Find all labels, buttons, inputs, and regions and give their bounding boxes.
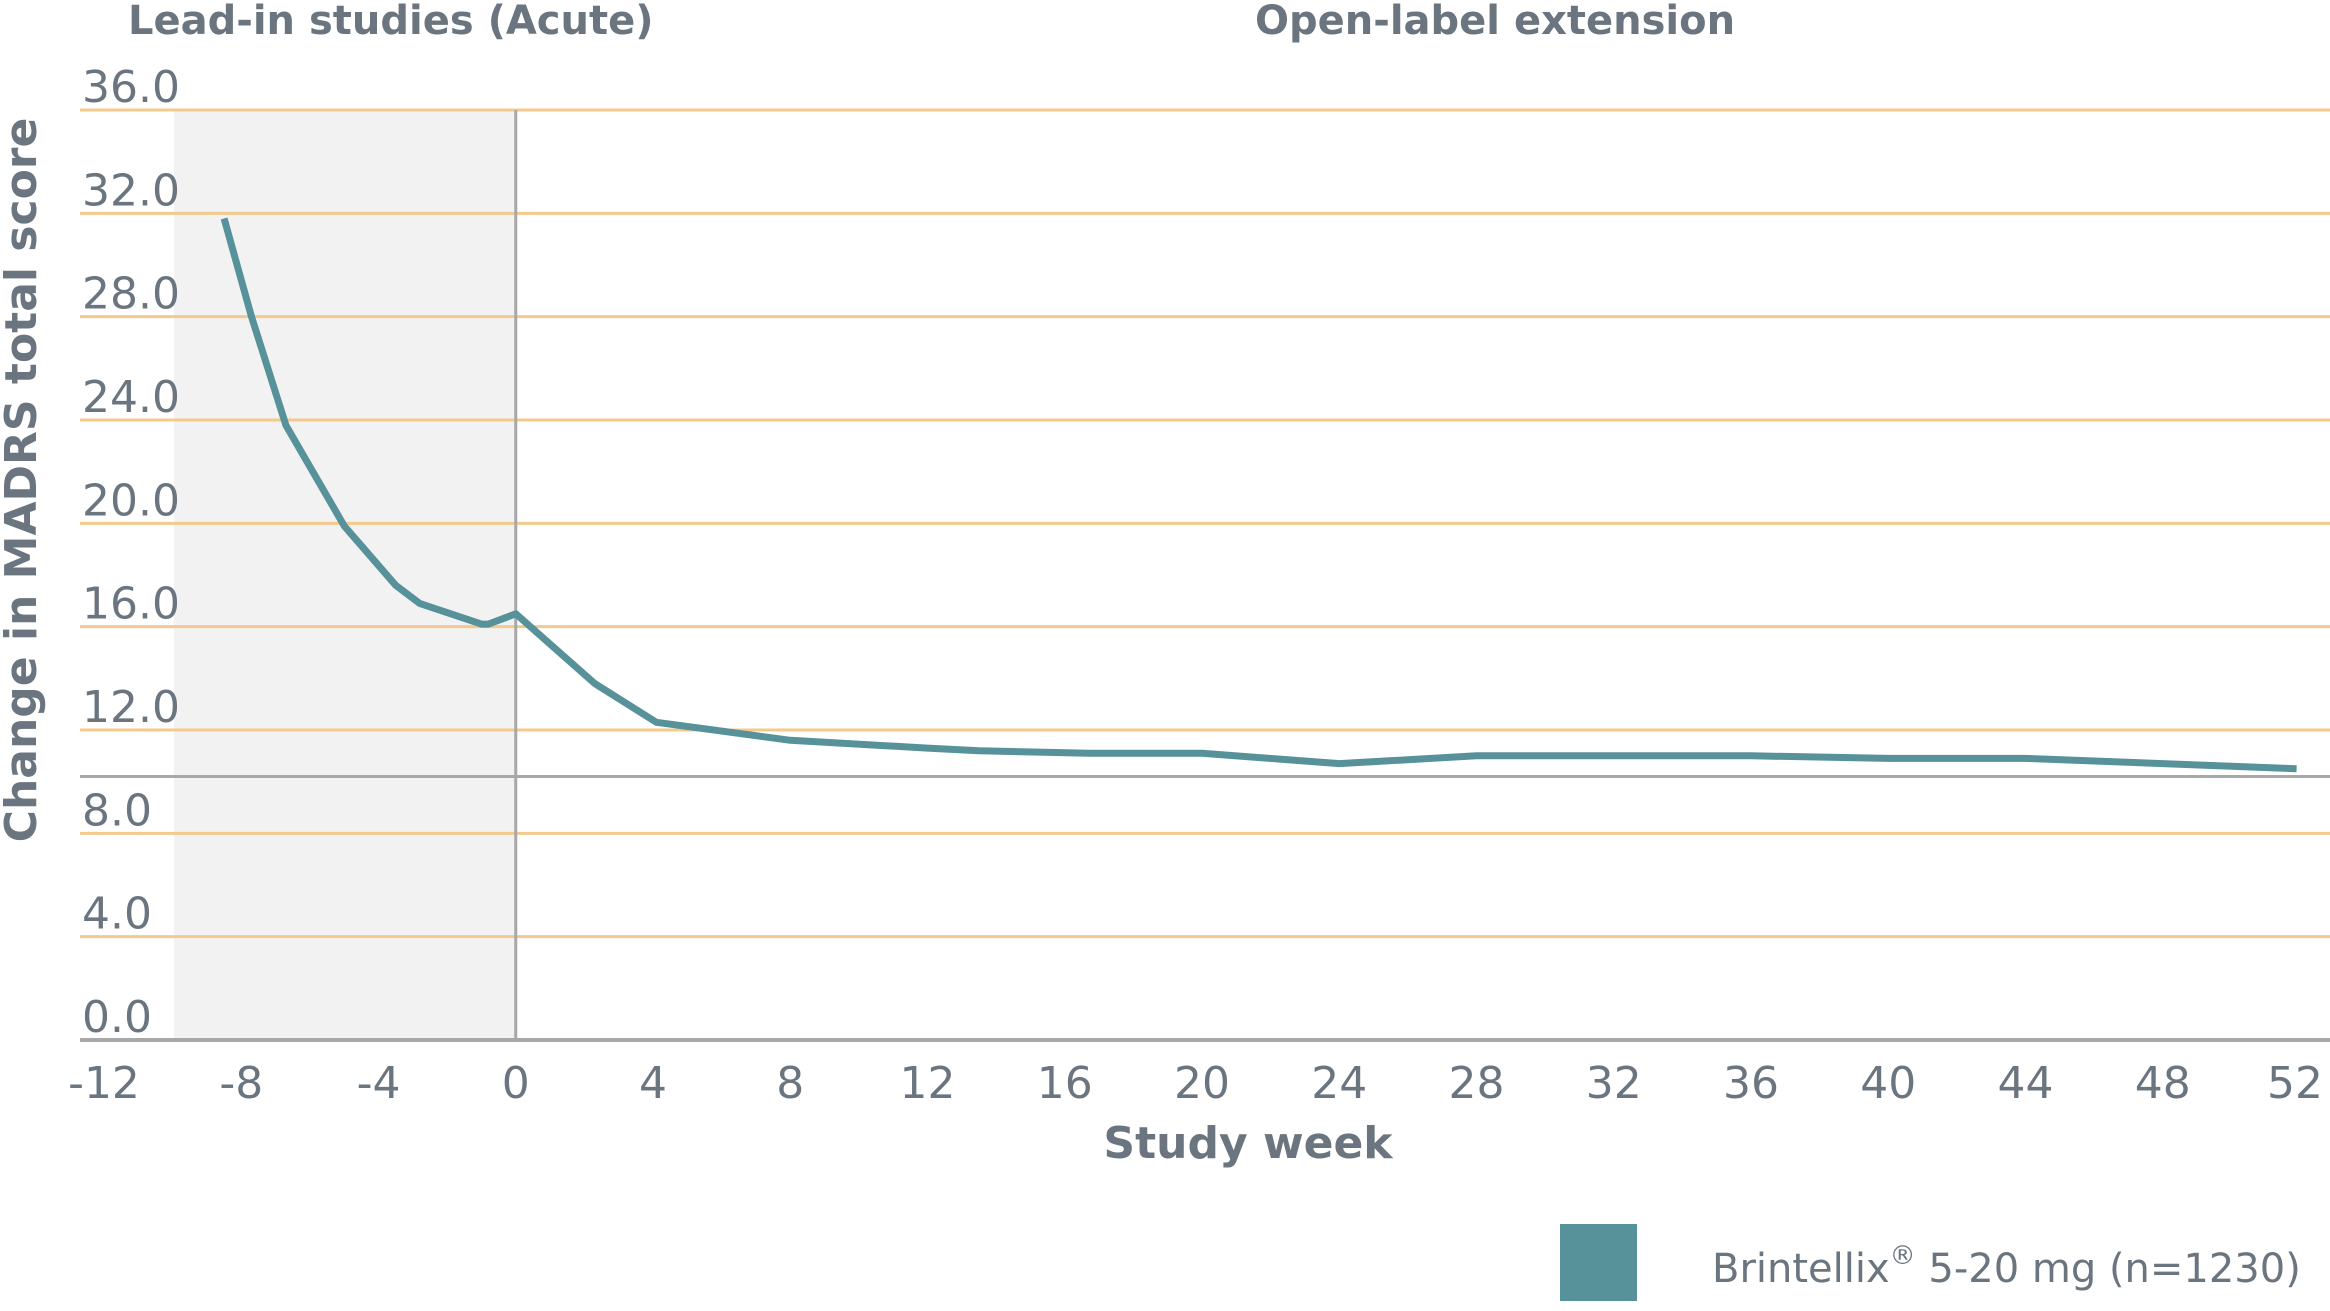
x-tick-label: 16 [1037, 1058, 1093, 1109]
lead-in-header: Lead-in studies (Acute) [128, 0, 654, 44]
open-label-header: Open-label extension [1255, 0, 1735, 44]
x-tick-label: 12 [900, 1058, 956, 1109]
x-tick-label: 36 [1723, 1058, 1779, 1109]
y-tick-label: 12.0 [82, 682, 180, 733]
x-tick-label: 8 [776, 1058, 804, 1109]
y-tick-label: 0.0 [82, 992, 152, 1043]
y-tick-label: 16.0 [82, 579, 180, 630]
x-tick-label: 52 [2267, 1058, 2323, 1109]
x-tick-label: -12 [68, 1058, 140, 1109]
x-tick-label: -8 [219, 1058, 263, 1109]
x-tick-label: 28 [1449, 1058, 1505, 1109]
x-tick-labels: -12 -8 -4 0 4 8 12 16 20 24 28 32 36 40 44 48 52 [68, 1058, 2323, 1109]
y-tick-label: 8.0 [82, 785, 152, 836]
legend-dose: 5-20 mg (n=1230) [1916, 1246, 2301, 1292]
x-tick-label: 24 [1311, 1058, 1367, 1109]
y-tick-label: 4.0 [82, 889, 152, 940]
y-tick-label: 24.0 [82, 372, 180, 423]
gridlines [80, 108, 2330, 939]
x-tick-label: 0 [502, 1058, 530, 1109]
x-tick-label: 20 [1174, 1058, 1230, 1109]
y-tick-labels: 0.0 4.0 8.0 12.0 16.0 20.0 24.0 28.0 32.0 36.0 [82, 62, 180, 1043]
x-tick-label: 4 [639, 1058, 667, 1109]
legend-registered-mark: ® [1890, 1241, 1916, 1271]
x-axis-title: Study week [1103, 1118, 1394, 1169]
legend: Brintellix® 5-20 mg (n=1230) [1560, 1224, 2301, 1301]
legend-brand: Brintellix [1712, 1246, 1890, 1292]
y-tick-label: 20.0 [82, 475, 180, 526]
lead-in-shaded-region [174, 110, 516, 1040]
y-tick-label: 36.0 [82, 62, 180, 113]
y-tick-label: 28.0 [82, 269, 180, 320]
x-tick-label: 44 [1998, 1058, 2054, 1109]
x-tick-label: 40 [1860, 1058, 1916, 1109]
x-tick-label: -4 [357, 1058, 401, 1109]
y-tick-label: 32.0 [82, 165, 180, 216]
series-line-brintellix [220, 217, 2297, 773]
y-axis-title: Change in MADRS total score [0, 118, 47, 843]
legend-swatch [1560, 1224, 1637, 1301]
x-tick-label: 32 [1586, 1058, 1642, 1109]
legend-label: Brintellix® 5-20 mg (n=1230) [1712, 1241, 2301, 1292]
x-tick-label: 48 [2135, 1058, 2191, 1109]
